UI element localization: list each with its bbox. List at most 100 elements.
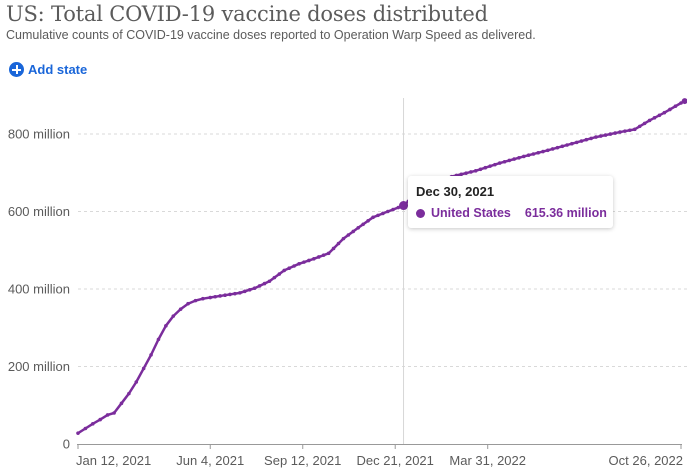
- data-point: [272, 275, 277, 280]
- data-point: [267, 279, 272, 284]
- chart-title: US: Total COVID-19 vaccine doses distrib…: [6, 2, 488, 26]
- data-point: [238, 291, 242, 295]
- data-point: [83, 426, 88, 431]
- data-point: [469, 170, 473, 174]
- data-point: [366, 219, 370, 223]
- data-point: [242, 289, 247, 294]
- data-point: [312, 256, 316, 261]
- data-point: [464, 171, 468, 175]
- tooltip-row: United States 615.36 million: [416, 206, 607, 220]
- data-point: [512, 157, 516, 161]
- tooltip-entity: United States: [431, 206, 511, 220]
- data-point: [356, 225, 361, 230]
- data-point: [381, 211, 385, 216]
- data-point: [507, 158, 512, 163]
- data-point: [233, 291, 237, 296]
- x-tick-label: Jan 12, 2021: [76, 453, 151, 468]
- data-point: [459, 172, 464, 177]
- data-point: [493, 162, 497, 167]
- data-point: [652, 116, 657, 120]
- highlight-point: [399, 201, 409, 211]
- data-point: [98, 417, 102, 422]
- data-point: [613, 131, 617, 135]
- series-line: [77, 99, 686, 435]
- chart-subtitle: Cumulative counts of COVID-19 vaccine do…: [6, 28, 536, 42]
- series-dot-icon: [416, 208, 425, 218]
- data-point: [307, 258, 311, 263]
- y-axis: 0 200 million 400 million 600 million 800 mi…: [8, 127, 70, 452]
- add-state-button[interactable]: Add state: [9, 62, 87, 77]
- data-point: [186, 301, 190, 306]
- data-point: [603, 133, 608, 137]
- data-point: [208, 295, 213, 300]
- data-point: [550, 147, 555, 151]
- tooltip-value: 615.36 million: [524, 206, 607, 220]
- data-point: [326, 251, 331, 256]
- data-point: [623, 129, 627, 133]
- x-tick-label: Dec 21, 2021: [357, 453, 434, 468]
- data-point: [608, 132, 613, 136]
- data-point: [536, 150, 541, 155]
- data-point: [156, 337, 161, 342]
- data-point: [321, 253, 326, 257]
- data-point: [555, 145, 560, 150]
- data-point: [105, 413, 110, 417]
- data-point: [589, 136, 593, 141]
- data-point: [574, 140, 579, 145]
- data-point: [541, 149, 545, 154]
- data-point: [584, 137, 589, 142]
- data-point: [628, 128, 632, 133]
- data-point: [565, 143, 569, 147]
- data-point: [336, 241, 341, 246]
- tooltip-date: Dec 30, 2021: [416, 184, 495, 199]
- data-point: [637, 124, 642, 129]
- data-point: [391, 207, 395, 212]
- data-point: [361, 222, 365, 227]
- data-point: [252, 286, 257, 291]
- data-point: [488, 164, 492, 168]
- add-state-label: Add state: [28, 62, 88, 77]
- data-point: [119, 401, 124, 406]
- data-point: [560, 144, 565, 149]
- data-point: [262, 281, 267, 286]
- data-point: [228, 292, 232, 297]
- x-tick-label: Oct 26, 2022: [609, 453, 683, 468]
- data-point: [668, 107, 672, 112]
- grid-lines: [78, 133, 687, 367]
- data-point: [277, 272, 282, 276]
- data-point: [478, 167, 483, 172]
- data-point: [517, 155, 521, 160]
- data-point: [642, 121, 647, 126]
- data-point: [497, 161, 502, 165]
- data-point: [473, 169, 478, 173]
- data-point: [287, 266, 291, 271]
- data-point: [618, 130, 622, 134]
- data-point: [134, 380, 139, 384]
- data-point: [662, 110, 667, 115]
- data-point: [376, 213, 380, 218]
- data-point: [164, 324, 168, 328]
- data-point: [526, 153, 531, 158]
- y-tick-label: 400 million: [8, 282, 70, 297]
- data-point: [598, 134, 603, 138]
- series-united-states: [76, 98, 687, 435]
- data-point: [112, 411, 116, 415]
- x-tick-label: Jun 4, 2021: [176, 453, 244, 468]
- data-point: [247, 287, 252, 292]
- data-point: [531, 152, 536, 156]
- data-point: [546, 148, 550, 153]
- data-point: [331, 246, 336, 251]
- data-point: [657, 113, 662, 118]
- data-point: [302, 260, 306, 264]
- plus-circle-icon: [9, 62, 24, 77]
- data-point: [570, 141, 574, 146]
- data-point: [483, 165, 488, 170]
- data-point: [171, 314, 176, 318]
- y-tick-label: 800 million: [8, 127, 70, 142]
- x-axis: Jan 12, 2021 Jun 4, 2021 Sep 12, 2021 Dec 2…: [76, 444, 683, 468]
- data-point: [351, 229, 356, 234]
- data-point: [282, 268, 287, 273]
- data-point: [594, 135, 598, 139]
- data-point: [213, 294, 217, 299]
